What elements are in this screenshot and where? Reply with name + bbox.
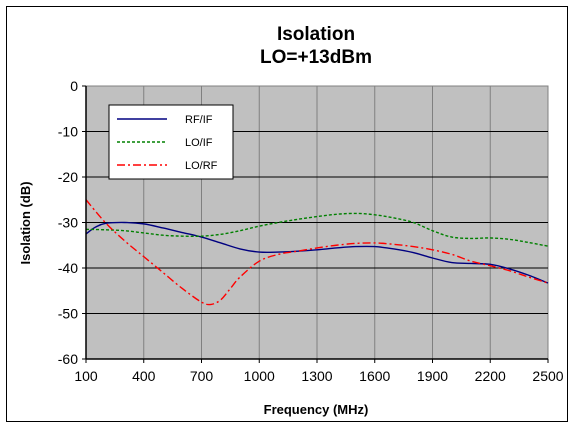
grid-lines (86, 86, 548, 359)
x-tick-label: 100 (74, 368, 98, 384)
series-line-lo-rf (85, 199, 549, 306)
chart-title-line-1: Isolation (277, 24, 355, 45)
x-tick-label: 700 (190, 368, 214, 384)
x-tick-label: 1000 (244, 368, 275, 384)
x-axis-label: Frequency (MHz) (264, 402, 369, 417)
legend-label-lo-if: LO/IF (185, 137, 213, 149)
series-line-rf-if (85, 221, 549, 284)
y-tick-label: 0 (70, 78, 78, 94)
x-tick-label: 2500 (532, 368, 563, 384)
legend-label-lo-rf: LO/RF (185, 160, 218, 172)
x-tick-label: 1600 (359, 368, 390, 384)
y-tick-label: -50 (58, 306, 78, 322)
y-tick-label: -60 (58, 351, 78, 367)
x-tick-label: 1300 (301, 368, 332, 384)
y-axis-label: Isolation (dB) (18, 181, 33, 264)
y-tick-label: -30 (58, 215, 78, 231)
series-lines (85, 199, 549, 306)
x-tick-label: 1900 (417, 368, 448, 384)
x-tick-label: 400 (132, 368, 156, 384)
series-line-lo-if (85, 212, 549, 247)
y-tick-label: -40 (58, 260, 78, 276)
y-tick-label: -10 (58, 124, 78, 140)
legend-label-rf-if: RF/IF (185, 114, 213, 126)
chart-title-line-2: LO=+13dBm (260, 47, 372, 68)
legend: RF/IF LO/IF LO/RF (108, 104, 234, 180)
x-tick-label: 2200 (475, 368, 506, 384)
y-tick-label: -20 (58, 169, 78, 185)
